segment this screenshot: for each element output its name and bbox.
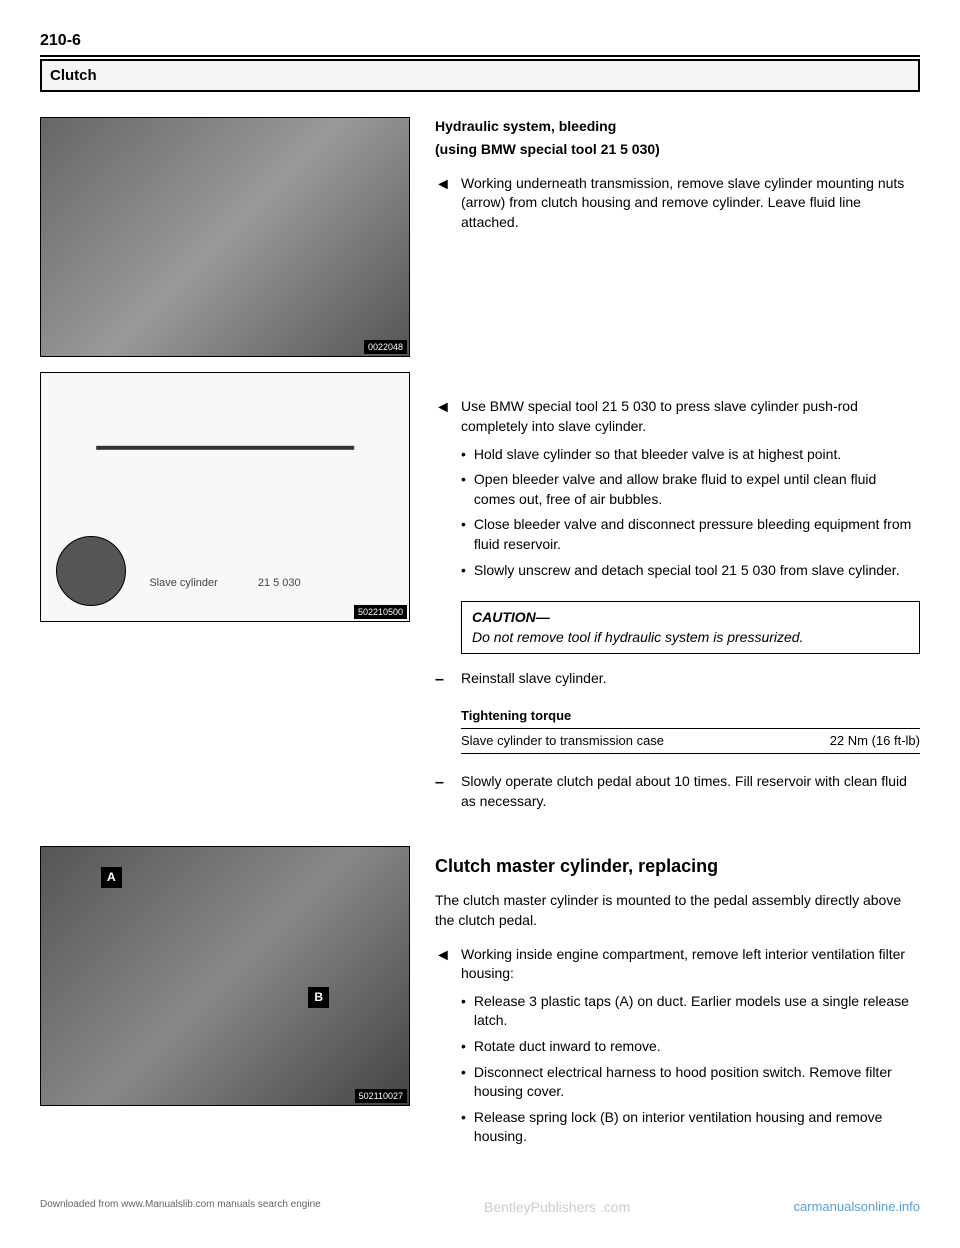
arrow-icon	[435, 945, 453, 1153]
figure-ventilation-housing: A B 502110027	[40, 846, 410, 1106]
footer-right: carmanualsonline.info	[794, 1198, 920, 1218]
step-text: Reinstall slave cylinder.	[461, 669, 920, 691]
caution-title: CAUTION—	[472, 609, 550, 625]
step-text: Slowly operate clutch pedal about 10 tim…	[461, 772, 920, 811]
procedure-step: Reinstall slave cylinder.	[435, 669, 920, 691]
bullet-text: Release spring lock (B) on interior vent…	[474, 1108, 920, 1147]
procedure-step: Working inside engine compartment, remov…	[435, 945, 920, 1153]
dash-icon	[435, 772, 453, 811]
dash-icon	[435, 669, 453, 691]
arrow-icon	[435, 174, 453, 233]
bullet-text: Hold slave cylinder so that bleeder valv…	[474, 445, 841, 465]
image-id: 502110027	[355, 1089, 407, 1104]
torque-title: Tightening torque	[461, 707, 920, 729]
arrow-icon	[435, 397, 453, 586]
bullet-list: Hold slave cylinder so that bleeder valv…	[461, 445, 920, 581]
procedure-step: Slowly operate clutch pedal about 10 tim…	[435, 772, 920, 811]
step-text: Working underneath transmission, remove …	[461, 174, 920, 233]
bullet-text: Rotate duct inward to remove.	[474, 1037, 661, 1057]
procedure-heading-line2: (using BMW special tool 21 5 030)	[435, 140, 920, 160]
bullet-text: Open bleeder valve and allow brake fluid…	[474, 470, 920, 509]
caution-text: Do not remove tool if hydraulic system i…	[472, 629, 803, 645]
footer-left: Downloaded from www.Manualslib.com manua…	[40, 1198, 321, 1218]
figure-label-slave: Slave cylinder	[149, 576, 217, 591]
figure-callout-a: A	[101, 867, 122, 888]
step-text: Use BMW special tool 21 5 030 to press s…	[461, 397, 920, 436]
page-number: 210-6	[40, 30, 920, 55]
bullet-text: Release 3 plastic taps (A) on duct. Earl…	[474, 992, 920, 1031]
procedure-step: Use BMW special tool 21 5 030 to press s…	[435, 397, 920, 586]
body-paragraph: The clutch master cylinder is mounted to…	[435, 891, 920, 930]
figure-slave-cylinder-mounting: 0022048	[40, 117, 410, 357]
bullet-text: Slowly unscrew and detach special tool 2…	[474, 561, 900, 581]
section-title: Clutch	[40, 59, 920, 92]
procedure-heading-line1: Hydraulic system, bleeding	[435, 117, 920, 137]
bullet-text: Close bleeder valve and disconnect press…	[474, 515, 920, 554]
procedure-step: Working underneath transmission, remove …	[435, 174, 920, 233]
torque-spec: Tightening torque Slave cylinder to tran…	[461, 707, 920, 754]
page-footer: Downloaded from www.Manualslib.com manua…	[40, 1198, 920, 1218]
image-id: 0022048	[364, 340, 407, 355]
section-heading: Clutch master cylinder, replacing	[435, 854, 920, 879]
torque-label: Slave cylinder to transmission case	[461, 732, 664, 750]
figure-label-tool: 21 5 030	[258, 576, 301, 591]
figure-callout-b: B	[308, 987, 329, 1008]
image-id: 502210500	[354, 605, 407, 620]
tool-inset-circle	[56, 536, 126, 606]
step-text: Working inside engine compartment, remov…	[461, 945, 920, 984]
footer-watermark: BentleyPublishers .com	[484, 1198, 630, 1218]
caution-box: CAUTION— Do not remove tool if hydraulic…	[461, 601, 920, 654]
page-header: 210-6	[40, 30, 920, 57]
bullet-text: Disconnect electrical harness to hood po…	[474, 1063, 920, 1102]
figure-special-tool: Slave cylinder 21 5 030 502210500	[40, 372, 410, 622]
tool-drawing	[96, 411, 354, 485]
bullet-list: Release 3 plastic taps (A) on duct. Earl…	[461, 992, 920, 1147]
torque-value: 22 Nm (16 ft-lb)	[830, 732, 920, 750]
